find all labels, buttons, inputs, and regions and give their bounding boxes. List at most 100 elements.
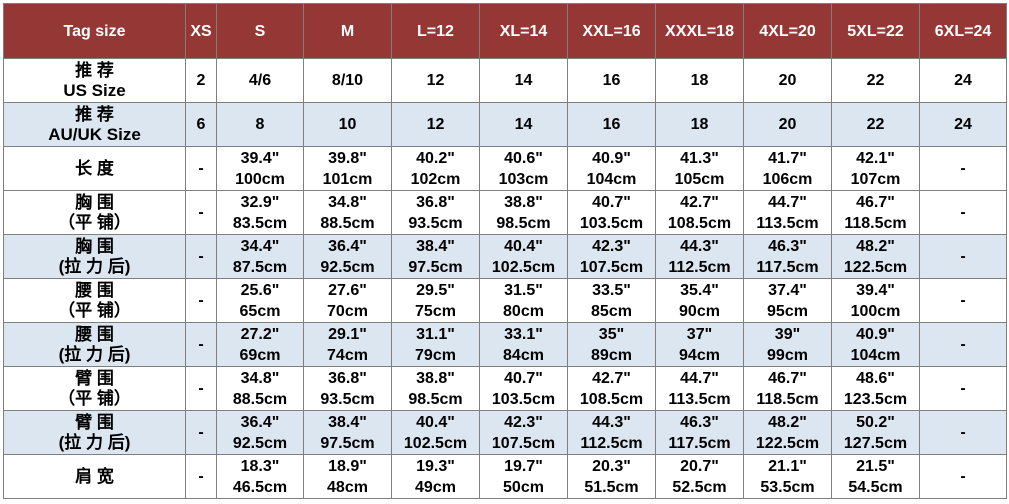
cell-line: 107cm [850, 170, 901, 188]
cell-line: 胸 围 [75, 192, 114, 212]
header-cell: XS [185, 3, 217, 59]
cell-line: 117.5cm [668, 434, 731, 452]
cell-line: 29.5" [416, 281, 455, 299]
cell-line: 94cm [679, 346, 720, 364]
cell-line: 33.5" [592, 281, 631, 299]
cell-line: 83.5cm [232, 214, 288, 232]
size-chart: Tag size XS S M L=12 XL=14 XXL=16 XXXL=18 4XL=20… [3, 3, 1007, 499]
header-cell: Tag size [3, 3, 186, 59]
table-row: 肩 宽 - 18.3" 46.5cm 18.9" 48cm 19.3" 49cm 19.7" 50… [3, 454, 1007, 499]
cell-line: 8 [255, 116, 265, 133]
cell-line: 104cm [586, 170, 637, 188]
size-cell: 40.4" 102.5cm [391, 410, 480, 455]
cell-line: 18.3" [240, 457, 280, 475]
cell-line: 20.7" [680, 457, 719, 475]
size-cell: - [919, 278, 1007, 323]
cell-line: - [960, 292, 966, 309]
size-cell: 31.5" 80cm [479, 278, 568, 323]
size-cell: 12 [391, 102, 480, 147]
cell-line: 32.9" [240, 193, 280, 211]
cell-line: 33.1" [504, 325, 543, 343]
cell-line: 27.2" [240, 325, 280, 343]
cell-line: 88.5cm [320, 214, 375, 232]
cell-line: 36.8" [328, 369, 367, 387]
size-cell: 27.6" 70cm [303, 278, 392, 323]
cell-line: 腰 围 [75, 324, 114, 344]
cell-line: 22 [866, 72, 885, 89]
size-cell: - [919, 454, 1007, 499]
size-cell: 24 [919, 58, 1007, 103]
size-cell: 40.7" 103.5cm [479, 366, 568, 411]
size-cell: 38.8" 98.5cm [391, 366, 480, 411]
cell-line: 93.5cm [408, 214, 463, 232]
cell-line: 69cm [239, 346, 281, 364]
cell-line: 118.5cm [756, 390, 819, 408]
size-table: Tag size XS S M L=12 XL=14 XXL=16 XXXL=18 4XL=20… [3, 3, 1007, 499]
cell-line: 84cm [503, 346, 544, 364]
cell-line: 50.2" [856, 413, 895, 431]
size-cell: 29.1" 74cm [303, 322, 392, 367]
size-cell: 41.3" 105cm [655, 146, 744, 191]
size-cell: 14 [479, 102, 568, 147]
size-cell: 35" 89cm [567, 322, 656, 367]
cell-line: 10 [338, 116, 357, 133]
cell-line: 8/10 [331, 72, 364, 89]
cell-line: 98.5cm [408, 390, 463, 408]
cell-line: 39.8" [328, 149, 367, 167]
cell-line: 42.3" [504, 413, 543, 431]
size-cell: - [919, 366, 1007, 411]
size-cell: 39.4" 100cm [831, 278, 920, 323]
size-cell: 44.7" 113.5cm [655, 366, 744, 411]
cell-line: 20 [778, 116, 797, 133]
cell-line: 102.5cm [403, 434, 468, 452]
size-cell: 42.7" 108.5cm [655, 190, 744, 235]
cell-line: 24 [954, 72, 972, 89]
cell-line: 34.4" [240, 237, 280, 255]
cell-line: 102cm [410, 170, 461, 188]
size-cell: 35.4" 90cm [655, 278, 744, 323]
cell-line: 21.1" [768, 457, 807, 475]
size-cell: 46.7" 118.5cm [743, 366, 832, 411]
size-cell: 21.5" 54.5cm [831, 454, 920, 499]
size-cell: 19.7" 50cm [479, 454, 568, 499]
cell-line: （平 铺） [58, 300, 131, 320]
cell-line: 117.5cm [756, 258, 819, 276]
row-label: 胸 围 (拉 力 后) [3, 234, 186, 279]
cell-line: 20 [778, 72, 797, 89]
cell-line: 112.5cm [580, 434, 643, 452]
cell-line: 29.1" [328, 325, 367, 343]
cell-line: - [198, 292, 204, 309]
cell-line: - [198, 336, 204, 353]
cell-line: 44.7" [768, 193, 807, 211]
size-cell: - [919, 322, 1007, 367]
cell-line: 53.5cm [760, 478, 815, 496]
header-cell: L=12 [391, 3, 480, 59]
size-cell: 44.3" 112.5cm [567, 410, 656, 455]
cell-line: 65cm [239, 302, 281, 320]
size-cell: 18.3" 46.5cm [216, 454, 304, 499]
cell-line: 93.5cm [320, 390, 375, 408]
size-cell: 46.3" 117.5cm [743, 234, 832, 279]
size-cell: 2 [185, 58, 217, 103]
cell-line: 36.4" [240, 413, 280, 431]
cell-line: 16 [602, 72, 621, 89]
cell-line: 89cm [591, 346, 632, 364]
size-cell: 40.9" 104cm [567, 146, 656, 191]
row-label: 推 荐 AU/UK Size [3, 102, 186, 147]
cell-line: 106cm [762, 170, 813, 188]
cell-line: 推 荐 [75, 60, 114, 80]
cell-line: 38.8" [504, 193, 543, 211]
cell-line: 95cm [767, 302, 808, 320]
cell-line: 87.5cm [232, 258, 288, 276]
cell-line: 44.3" [592, 413, 631, 431]
size-cell: 12 [391, 58, 480, 103]
size-cell: - [919, 410, 1007, 455]
cell-line: 46.7" [768, 369, 807, 387]
cell-line: 14 [514, 72, 533, 89]
cell-line: 推 荐 [75, 104, 114, 124]
cell-line: - [198, 424, 204, 441]
cell-line: 41.3" [680, 149, 719, 167]
cell-line: 22 [866, 116, 885, 133]
size-cell: 33.1" 84cm [479, 322, 568, 367]
row-label: 臂 围（平 铺） [3, 366, 186, 411]
